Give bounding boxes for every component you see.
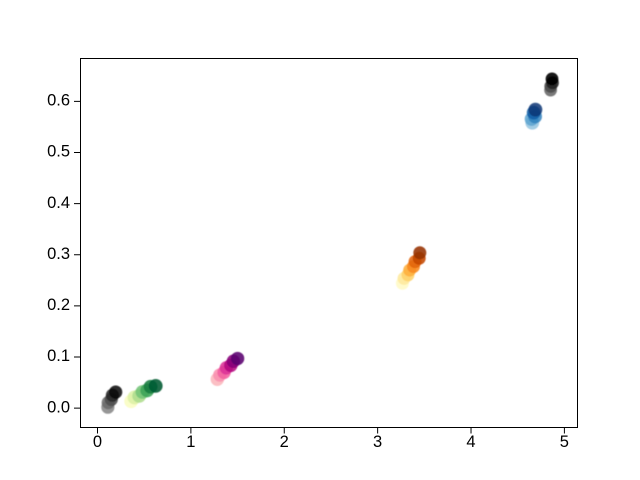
svg-text:0.2: 0.2 (47, 296, 70, 314)
svg-text:1: 1 (186, 433, 195, 451)
svg-text:0.5: 0.5 (47, 143, 70, 161)
svg-text:0.0: 0.0 (47, 398, 70, 416)
svg-text:2: 2 (280, 433, 289, 451)
svg-text:4: 4 (466, 433, 475, 451)
svg-text:0: 0 (93, 433, 102, 451)
svg-text:0.6: 0.6 (47, 92, 70, 110)
svg-text:0.4: 0.4 (47, 194, 70, 212)
svg-text:0.1: 0.1 (47, 347, 70, 365)
svg-text:5: 5 (560, 433, 569, 451)
svg-text:0.3: 0.3 (47, 245, 70, 263)
svg-text:3: 3 (373, 433, 382, 451)
